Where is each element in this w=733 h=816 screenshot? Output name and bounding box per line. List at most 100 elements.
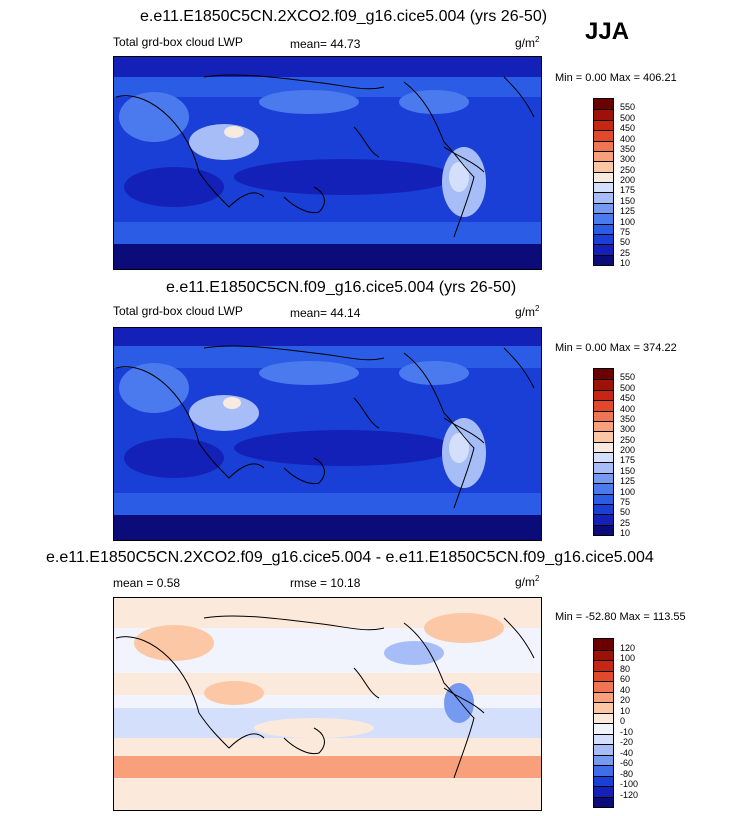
- panel1-variable-label: Total grd-box cloud LWP: [113, 35, 243, 49]
- colorbar-tick-label: 200: [620, 175, 636, 185]
- colorbar-swatch: [594, 254, 613, 265]
- colorbar-tick-label: 350: [620, 143, 636, 154]
- panel2-variable-label: Total grd-box cloud LWP: [113, 304, 243, 318]
- colorbar-swatch: [594, 161, 613, 172]
- colorbar-swatch: [594, 733, 613, 744]
- colorbar-swatch: [594, 369, 613, 380]
- colorbar-swatch: [594, 649, 613, 660]
- panel1-title: e.e11.E1850C5CN.2XCO2.f09_g16.cice5.004 …: [140, 8, 548, 25]
- colorbar-tick-label: 250: [620, 164, 636, 175]
- panel2-map: [113, 327, 542, 541]
- colorbar-swatch: [594, 233, 613, 245]
- colorbar-swatch: [594, 400, 613, 411]
- colorbar-swatch: [594, 524, 613, 535]
- colorbar-swatch: [594, 514, 613, 525]
- colorbar-swatch: [594, 389, 613, 401]
- season-label: JJA: [585, 18, 630, 45]
- colorbar-swatch: [594, 503, 613, 515]
- colorbar-tick-label: 20: [620, 695, 631, 705]
- colorbar-tick-label: 10: [620, 705, 631, 716]
- colorbar-tick-label: 25: [620, 517, 631, 528]
- panel3-colorbar: [593, 638, 614, 808]
- colorbar-tick-label: 50: [620, 507, 631, 518]
- colorbar-tick-label: 100: [620, 486, 636, 497]
- colorbar-tick-label: 40: [620, 684, 631, 695]
- colorbar-tick-label: 125: [620, 476, 636, 487]
- colorbar-swatch: [594, 493, 613, 504]
- colorbar-swatch: [594, 462, 613, 473]
- panel2-units: g/m2: [515, 304, 540, 319]
- colorbar-swatch: [594, 639, 613, 650]
- panel1-map: [113, 56, 542, 270]
- colorbar-tick-label: 350: [620, 413, 636, 424]
- colorbar-tick-label: 80: [620, 663, 631, 674]
- colorbar-tick-label: 75: [620, 496, 631, 507]
- colorbar-swatch: [594, 223, 613, 234]
- colorbar-swatch: [594, 744, 613, 755]
- colorbar-tick-label: 500: [620, 382, 636, 393]
- panel1-mean-label: mean= 44.73: [290, 37, 360, 51]
- colorbar-tick-label: -60: [620, 758, 634, 768]
- colorbar-tick-label: 10: [620, 528, 631, 538]
- colorbar-tick-label: 175: [620, 455, 636, 466]
- colorbar-tick-label: 400: [620, 403, 636, 414]
- colorbar-swatch: [594, 765, 613, 776]
- colorbar-tick-label: 60: [620, 674, 631, 684]
- panel2-title: e.e11.E1850C5CN.f09_g16.cice5.004 (yrs 2…: [166, 279, 517, 296]
- colorbar-tick-label: -80: [620, 768, 634, 779]
- panel1-colorbar: [593, 98, 614, 266]
- colorbar-swatch: [594, 681, 613, 692]
- colorbar-tick-label: 75: [620, 226, 631, 237]
- panel2-colorbar: [593, 368, 614, 536]
- colorbar-swatch: [594, 712, 613, 723]
- colorbar-swatch: [594, 171, 613, 182]
- colorbar-swatch: [594, 244, 613, 255]
- colorbar-tick-label: 200: [620, 445, 636, 455]
- colorbar-swatch: [594, 472, 613, 484]
- colorbar-tick-label: 100: [620, 216, 636, 227]
- panel3-map: [113, 597, 542, 811]
- colorbar-tick-label: -20: [620, 737, 634, 747]
- colorbar-swatch: [594, 119, 613, 131]
- colorbar-swatch: [594, 410, 613, 421]
- colorbar-swatch: [594, 431, 613, 442]
- colorbar-tick-label: 10: [620, 258, 631, 268]
- colorbar-tick-label: 300: [620, 424, 636, 435]
- colorbar-swatch: [594, 420, 613, 432]
- colorbar-tick-label: -10: [620, 726, 634, 737]
- panel1-units: g/m2: [515, 35, 540, 50]
- colorbar-tick-label: 400: [620, 133, 636, 144]
- panel2-mean-label: mean= 44.14: [290, 306, 360, 320]
- panel3-units: g/m2: [515, 574, 540, 589]
- colorbar-swatch: [594, 150, 613, 162]
- colorbar-swatch: [594, 379, 613, 390]
- panel1-mean-value: mean= 44.73: [290, 37, 361, 51]
- colorbar-swatch: [594, 130, 613, 141]
- colorbar-swatch: [594, 754, 613, 765]
- panel3-mean-label: mean = 0.58: [113, 576, 181, 590]
- colorbar-tick-label: -120: [620, 789, 639, 800]
- panel1-minmax: Min = 0.00 Max = 406.21: [555, 72, 677, 84]
- panel3-rmse-label: rmse = 10.18: [290, 576, 361, 590]
- panel3-title: e.e11.E1850C5CN.2XCO2.f09_g16.cice5.004 …: [46, 549, 654, 566]
- colorbar-tick-label: 450: [620, 393, 636, 404]
- colorbar-swatch: [594, 441, 613, 452]
- colorbar-swatch: [594, 483, 613, 494]
- colorbar-tick-label: 25: [620, 247, 631, 258]
- colorbar-swatch: [594, 786, 613, 797]
- colorbar-tick-label: 550: [620, 102, 636, 113]
- colorbar-swatch: [594, 670, 613, 681]
- panel3-minmax: Min = -52.80 Max = 113.55: [555, 611, 686, 623]
- colorbar-tick-label: 250: [620, 434, 636, 445]
- colorbar-swatch: [594, 192, 613, 203]
- colorbar-tick-label: 300: [620, 154, 636, 165]
- colorbar-swatch: [594, 109, 613, 120]
- colorbar-tick-label: 150: [620, 195, 636, 206]
- colorbar-swatch: [594, 702, 613, 713]
- colorbar-tick-label: 550: [620, 372, 636, 383]
- colorbar-swatch: [594, 182, 613, 193]
- colorbar-swatch: [594, 775, 613, 786]
- colorbar-tick-label: 450: [620, 123, 636, 134]
- panel2-mean-value: mean= 44.14: [290, 306, 361, 320]
- colorbar-tick-label: 100: [620, 653, 636, 663]
